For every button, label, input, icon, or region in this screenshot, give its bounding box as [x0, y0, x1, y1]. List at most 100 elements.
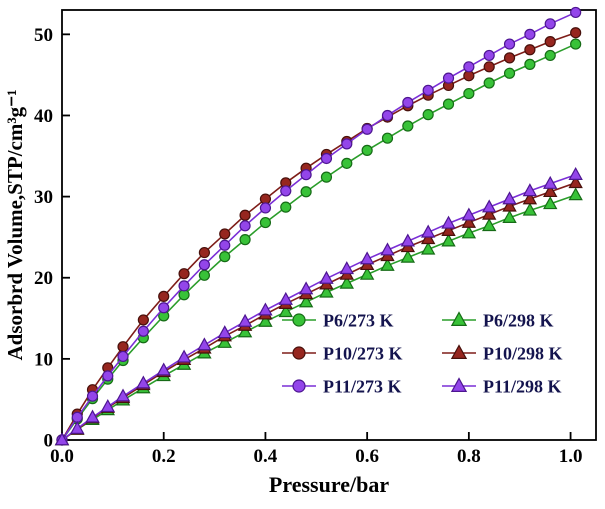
marker-circle	[117, 350, 129, 363]
marker-circle	[158, 290, 170, 302]
legend-label: P6/273 K	[323, 311, 394, 331]
marker-circle	[86, 390, 99, 402]
marker-circle	[570, 38, 582, 50]
marker-triangle	[197, 337, 212, 351]
marker-circle	[381, 132, 394, 144]
marker-circle	[463, 61, 475, 73]
legend-item-P11-298-K: P11/298 K	[442, 377, 562, 397]
marker-triangle	[217, 334, 232, 348]
legend-item-P10-298-K: P10/298 K	[442, 344, 563, 364]
marker-circle	[292, 379, 306, 393]
marker-circle	[137, 325, 149, 337]
legend: P6/273 K P6/298 K P10/273 K P10/298 K P11/27…	[282, 311, 563, 397]
marker-triangle	[568, 187, 583, 201]
marker-triangle	[461, 207, 477, 221]
marker-triangle	[278, 304, 293, 318]
x-tick-label: 0.8	[457, 446, 481, 467]
marker-circle	[239, 234, 251, 246]
marker-circle	[280, 185, 292, 197]
marker-triangle	[441, 222, 456, 236]
marker-circle	[292, 313, 306, 327]
legend-item-P11-273-K: P11/273 K	[282, 377, 402, 397]
marker-circle	[292, 346, 306, 360]
marker-circle	[198, 269, 210, 281]
marker-circle	[198, 246, 210, 259]
series-line	[61, 173, 576, 441]
marker-triangle	[217, 325, 232, 339]
marker-triangle	[258, 302, 273, 316]
y-tick-label: 50	[34, 25, 53, 46]
legend-item-P6-298-K: P6/298 K	[442, 311, 554, 331]
marker-circle	[219, 251, 231, 263]
x-tick-label: 0.4	[254, 446, 278, 467]
legend-label: P10/298 K	[483, 344, 563, 364]
y-tick-label: 20	[34, 268, 53, 289]
legend-label: P6/298 K	[483, 311, 554, 331]
marker-circle	[320, 171, 333, 183]
marker-triangle	[237, 313, 253, 327]
marker-triangle	[339, 261, 354, 275]
marker-circle	[570, 27, 582, 39]
marker-circle	[219, 239, 231, 251]
marker-triangle	[441, 233, 456, 247]
legend-item-P10-273-K: P10/273 K	[282, 344, 403, 364]
marker-circle	[442, 98, 455, 110]
marker-circle	[178, 268, 190, 280]
marker-triangle	[450, 344, 468, 359]
x-tick-label: 0.2	[152, 446, 176, 467]
marker-triangle	[298, 281, 314, 295]
marker-circle	[102, 370, 114, 382]
marker-circle	[300, 186, 312, 198]
marker-circle	[524, 44, 536, 56]
marker-circle	[158, 302, 170, 314]
marker-circle	[259, 202, 272, 214]
marker-triangle	[319, 284, 334, 298]
marker-triangle	[522, 202, 538, 216]
marker-triangle	[450, 311, 468, 326]
legend-label: P10/273 K	[323, 344, 403, 364]
marker-circle	[463, 87, 475, 100]
marker-circle	[402, 120, 414, 132]
marker-triangle	[568, 175, 583, 189]
marker-triangle	[568, 166, 583, 180]
marker-triangle	[543, 175, 558, 189]
marker-circle	[402, 96, 414, 109]
marker-triangle	[400, 249, 416, 263]
marker-circle	[544, 36, 556, 48]
marker-circle	[341, 138, 353, 150]
marker-triangle	[482, 199, 497, 213]
marker-circle	[544, 18, 556, 30]
marker-triangle	[380, 242, 395, 256]
y-tick-label: 40	[34, 106, 53, 127]
marker-circle	[524, 28, 536, 40]
marker-triangle	[156, 362, 171, 376]
marker-triangle	[441, 215, 456, 229]
marker-triangle	[339, 275, 354, 289]
marker-triangle	[461, 214, 477, 228]
marker-circle	[503, 38, 516, 50]
marker-triangle	[502, 209, 517, 223]
marker-circle	[198, 259, 210, 271]
y-tick-label: 0	[44, 431, 54, 452]
marker-triangle	[380, 257, 395, 271]
series-P11-298-K	[54, 166, 583, 446]
marker-circle	[280, 201, 292, 213]
marker-triangle	[502, 198, 517, 212]
marker-triangle	[136, 375, 151, 389]
marker-circle	[239, 209, 251, 221]
marker-circle	[422, 109, 434, 121]
marker-circle	[361, 123, 373, 135]
x-tick-label: 0.6	[355, 446, 379, 467]
marker-circle	[71, 411, 83, 423]
marker-circle	[259, 216, 272, 229]
marker-triangle	[461, 225, 477, 239]
marker-triangle	[502, 191, 517, 205]
marker-circle	[483, 49, 495, 62]
marker-circle	[341, 157, 353, 169]
marker-triangle	[100, 398, 115, 413]
marker-triangle	[450, 377, 468, 392]
marker-circle	[381, 109, 394, 122]
marker-triangle	[85, 409, 100, 423]
